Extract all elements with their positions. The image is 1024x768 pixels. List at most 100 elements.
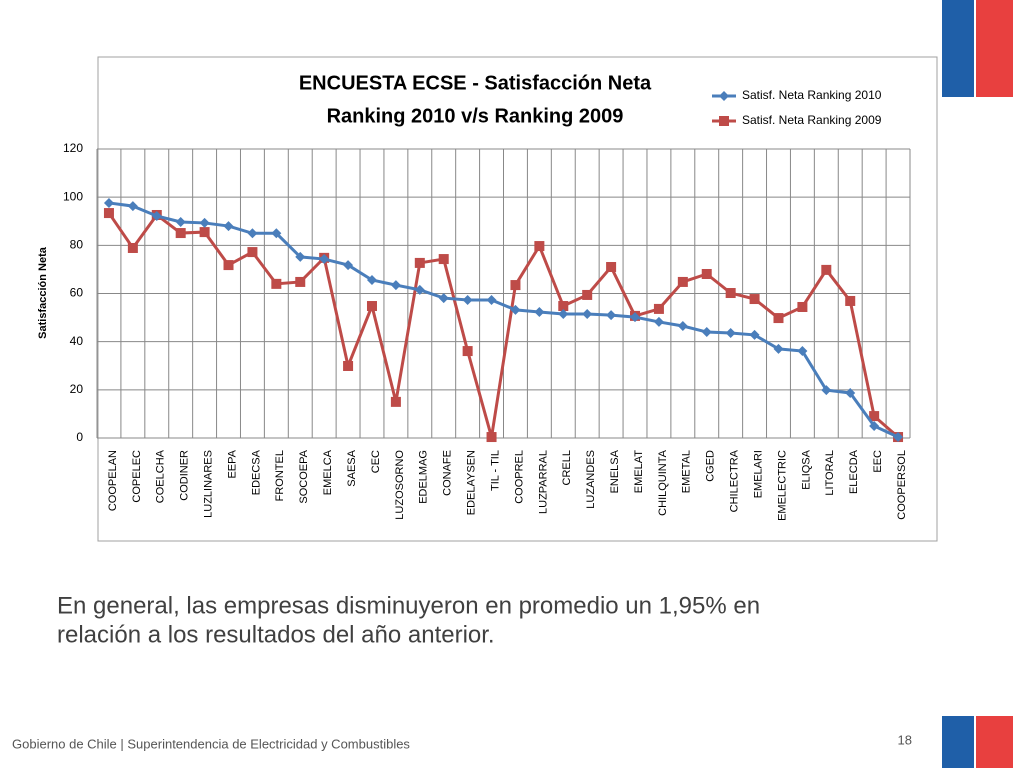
point [869, 411, 880, 422]
point [103, 197, 114, 208]
point [701, 268, 712, 279]
x-tick-label: EEC [872, 450, 884, 473]
point [653, 316, 664, 327]
x-tick-label: CODINER [179, 450, 191, 501]
point [414, 257, 425, 268]
point [247, 247, 258, 258]
point [534, 307, 545, 318]
x-tick-label: SOCOEPA [298, 449, 310, 503]
point [343, 260, 354, 271]
x-tick-label: TIL - TIL [489, 450, 501, 491]
x-tick-label: ENELSA [609, 449, 621, 493]
logo-bottom [942, 716, 1013, 768]
legend-marker [719, 116, 729, 126]
point [821, 264, 832, 275]
series-line [107, 212, 900, 439]
point [677, 276, 688, 287]
chart-title: Ranking 2010 v/s Ranking 2009 [327, 105, 624, 127]
x-tick-label: EDECSA [250, 449, 262, 495]
point [247, 228, 258, 239]
x-tick-label: CHILECTRA [729, 449, 741, 512]
point [606, 262, 617, 273]
footer: Gobierno de Chile | Superintendencia de … [12, 736, 410, 751]
point [151, 210, 162, 221]
x-tick-label: FRONTEL [274, 450, 286, 501]
point [462, 295, 473, 306]
series-line [108, 201, 899, 439]
y-tick-label: 120 [63, 141, 83, 155]
point [462, 346, 473, 357]
x-tick-label: EMELCA [322, 449, 334, 495]
point [295, 251, 306, 262]
point [223, 260, 234, 271]
chart-title: ENCUESTA ECSE - Satisfacción Neta [299, 72, 652, 94]
point [869, 420, 880, 431]
point [127, 201, 138, 212]
point [725, 288, 736, 299]
point [438, 254, 449, 265]
point [893, 432, 904, 443]
x-tick-label: EMELARI [752, 450, 764, 498]
point [797, 301, 808, 312]
point [223, 221, 234, 232]
point [486, 295, 497, 306]
x-tick-label: CGED [705, 450, 717, 482]
point [199, 217, 210, 228]
point [845, 295, 856, 306]
logo-top [942, 0, 1013, 97]
point [701, 327, 712, 338]
x-tick-label: LUZOSORNO [394, 450, 406, 520]
point [127, 242, 138, 253]
y-tick-label: 40 [70, 334, 84, 348]
x-tick-label: LITORAL [824, 450, 836, 496]
point [390, 396, 401, 407]
x-tick-label: SAESA [346, 449, 358, 486]
x-tick-label: LUZLINARES [203, 450, 215, 518]
caption: En general, las empresas disminuyeron en… [57, 592, 760, 619]
point [510, 280, 521, 291]
x-tick-label: CRELL [561, 450, 573, 485]
point [175, 216, 186, 227]
x-tick-label: ELECDA [848, 449, 860, 494]
y-tick-label: 60 [70, 286, 84, 300]
point [343, 360, 354, 371]
legend-label: Satisf. Neta Ranking 2010 [742, 88, 882, 102]
x-tick-label: CONAFE [442, 450, 454, 496]
point [534, 241, 545, 252]
x-tick-label: LUZPARRAL [537, 450, 549, 514]
point [653, 303, 664, 314]
point [749, 294, 760, 305]
point [797, 346, 808, 357]
point [558, 308, 569, 319]
point [319, 254, 330, 265]
y-axis-label: Satisfacción Neta [37, 246, 49, 339]
x-tick-label: EMELECTRIC [776, 450, 788, 521]
point [103, 208, 114, 219]
x-tick-label: COELCHA [155, 449, 167, 503]
x-tick-label: LUZANDES [585, 450, 597, 509]
logo-red [976, 0, 1013, 97]
x-tick-label: CEC [370, 450, 382, 473]
point [582, 308, 593, 319]
point [749, 329, 760, 340]
x-tick-label: EDELMAG [418, 450, 430, 504]
x-tick-label: EMELAT [633, 450, 645, 493]
logo-blue [942, 0, 974, 97]
point [630, 312, 641, 323]
point [199, 227, 210, 238]
x-tick-label: CHILQUINTA [657, 449, 669, 515]
x-tick-label: EDELAYSEN [466, 450, 478, 515]
point [582, 289, 593, 300]
legend-label: Satisf. Neta Ranking 2009 [742, 113, 882, 127]
logo-blue [942, 716, 974, 768]
y-tick-label: 100 [63, 189, 83, 203]
point [606, 310, 617, 321]
point [175, 228, 186, 239]
point [845, 387, 856, 398]
x-tick-label: EEPA [226, 449, 238, 478]
point [366, 301, 377, 312]
caption: relación a los resultados del año anteri… [57, 621, 495, 648]
point [486, 432, 497, 443]
